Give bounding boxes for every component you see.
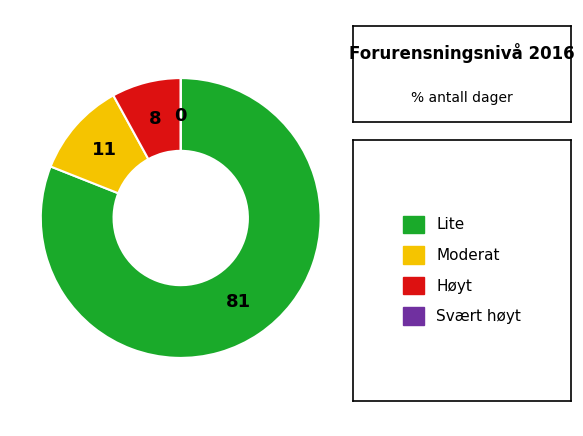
Wedge shape (41, 78, 321, 358)
Text: 8: 8 (149, 110, 161, 128)
Text: Forurensningsnivå 2016: Forurensningsnivå 2016 (349, 43, 575, 63)
Text: 0: 0 (174, 107, 187, 125)
Wedge shape (113, 78, 181, 159)
Text: 81: 81 (226, 293, 251, 311)
Text: 11: 11 (92, 141, 117, 160)
Legend: Lite, Moderat, Høyt, Svært høyt: Lite, Moderat, Høyt, Svært høyt (395, 208, 529, 333)
Wedge shape (51, 95, 149, 193)
Text: % antall dager: % antall dager (411, 91, 513, 105)
